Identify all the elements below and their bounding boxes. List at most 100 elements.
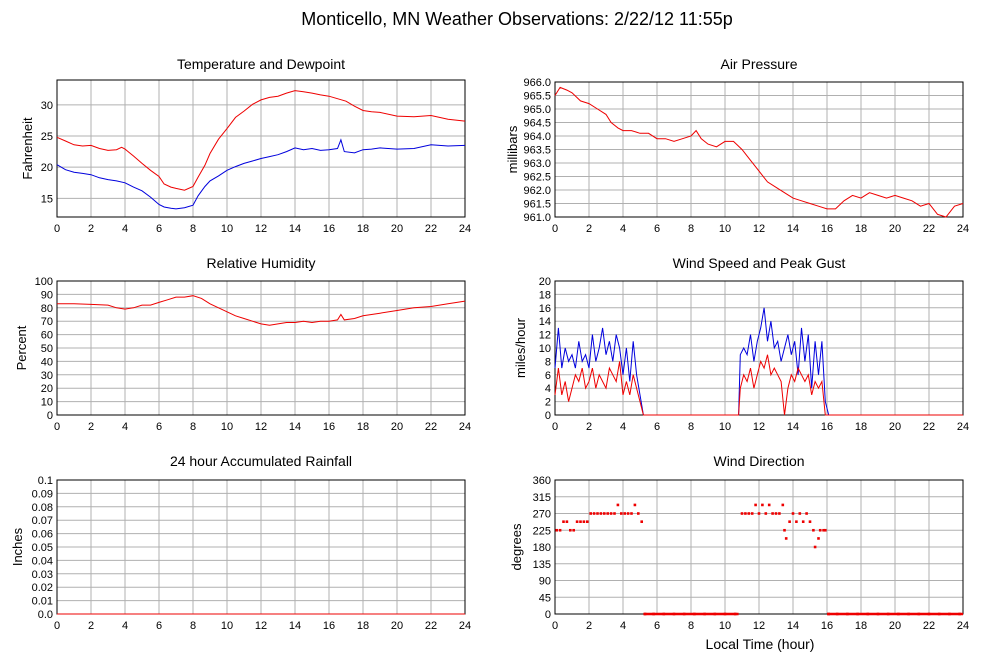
winddir-data-point	[596, 512, 599, 515]
winddir-x-tick-label: 10	[719, 620, 731, 632]
humidity-chart: 0 2 4 6 8 10 12 14 16 18 20 22 240102030405060708090…	[14, 255, 471, 433]
temp-series-line-dewpoint	[56, 138, 466, 210]
winddir-data-point	[795, 520, 798, 523]
winddir-x-tick-label: 16	[821, 620, 833, 632]
rain-y-tick-label: 0.1	[38, 475, 53, 487]
pressure-x-tick-label: 4	[620, 223, 626, 235]
winddir-data-point	[822, 528, 825, 532]
rain-chart-title: 24 hour Accumulated Rainfall	[170, 453, 352, 469]
wind-x-tick-label: 14	[787, 421, 799, 433]
humidity-x-tick-label: 6	[156, 421, 162, 433]
winddir-data-point	[565, 520, 569, 523]
pressure-y-tick-label: 965.5	[523, 91, 551, 103]
temp-y-tick-label: 25	[41, 131, 53, 143]
rain-chart: 0 2 4 6 8 10 12 14 16 18 20 22 240.00.010.020.030.04…	[10, 453, 471, 632]
temp-x-tick-label: 16	[323, 223, 335, 235]
pressure-x-tick-label: 24	[957, 223, 969, 235]
humidity-y-axis-label: Percent	[14, 325, 29, 370]
temp-y-tick-label: 30	[41, 100, 53, 112]
winddir-data-point	[575, 520, 579, 523]
winddir-x-tick-label: 6	[654, 620, 660, 632]
winddir-data-point	[761, 503, 764, 507]
humidity-x-tick-label: 18	[357, 421, 369, 433]
humidity-x-tick-label: 22	[425, 421, 437, 433]
wind-y-tick-label: 20	[539, 276, 551, 288]
wind-y-tick-label: 4	[545, 383, 551, 395]
rain-y-tick-label: 0.07	[32, 515, 53, 527]
humidity-y-tick-label: 70	[41, 316, 53, 328]
rain-x-tick-label: 10	[221, 620, 233, 632]
pressure-plot-frame	[554, 81, 964, 218]
winddir-x-tick-label: 22	[923, 620, 935, 632]
winddir-data-point	[562, 520, 565, 523]
winddir-x-tick-label: 2	[586, 620, 592, 632]
pressure-x-tick-label: 6	[654, 223, 660, 235]
pressure-x-tick-label: 12	[753, 223, 765, 235]
wind-y-tick-label: 0	[545, 410, 551, 422]
humidity-chart-title: Relative Humidity	[207, 255, 316, 271]
winddir-data-point	[784, 537, 788, 540]
pressure-x-tick-label: 16	[821, 223, 833, 235]
pressure-y-tick-label: 961.0	[523, 212, 551, 224]
wind-plot-frame	[554, 280, 964, 416]
humidity-x-tick-label: 14	[289, 421, 301, 433]
pressure-x-tick-label: 2	[586, 223, 592, 235]
wind-x-tick-label: 2	[586, 421, 592, 433]
wind-chart-title: Wind Speed and Peak Gust	[673, 255, 846, 271]
wind-y-tick-label: 16	[539, 303, 551, 315]
wind-x-tick-label: 24	[957, 421, 969, 433]
winddir-data-point	[744, 512, 747, 515]
rain-x-tick-label: 14	[289, 620, 301, 632]
pressure-y-tick-label: 964.0	[523, 131, 551, 143]
humidity-y-tick-label: 60	[41, 330, 53, 342]
winddir-y-tick-label: 0	[545, 609, 551, 621]
winddir-data-point	[778, 512, 781, 515]
winddir-data-point	[586, 520, 589, 523]
winddir-data-point	[579, 520, 582, 523]
temp-x-tick-label: 20	[391, 223, 403, 235]
winddir-data-point	[750, 512, 754, 515]
rain-x-tick-label: 20	[391, 620, 403, 632]
winddir-data-point	[630, 512, 633, 515]
winddir-x-tick-label: 0	[552, 620, 558, 632]
winddir-data-point	[747, 512, 751, 515]
rain-y-tick-label: 0.0	[38, 609, 53, 621]
winddir-data-point	[603, 512, 606, 515]
wind-y-tick-label: 12	[539, 330, 551, 342]
winddir-data-point	[558, 528, 562, 532]
temp-x-tick-label: 8	[190, 223, 196, 235]
temp-y-tick-label: 20	[41, 162, 53, 174]
winddir-data-point	[824, 528, 827, 532]
winddir-data-point	[757, 512, 761, 515]
humidity-series-line-relative-humidity	[57, 295, 466, 326]
rain-x-tick-label: 2	[88, 620, 94, 632]
winddir-data-point	[771, 512, 774, 515]
humidity-x-tick-label: 16	[323, 421, 335, 433]
winddir-data-point	[606, 512, 609, 515]
x-axis-label: Local Time (hour)	[706, 636, 815, 652]
temp-x-tick-label: 18	[357, 223, 369, 235]
wind-x-tick-label: 4	[620, 421, 626, 433]
humidity-y-tick-label: 40	[41, 356, 53, 368]
winddir-data-point	[740, 512, 744, 515]
winddir-x-tick-label: 20	[889, 620, 901, 632]
pressure-y-axis-label: millibars	[505, 125, 520, 173]
temp-x-tick-label: 4	[122, 223, 128, 235]
winddir-data-point	[812, 528, 815, 532]
wind-y-tick-label: 14	[539, 316, 551, 328]
page-title: Monticello, MN Weather Observations: 2/2…	[301, 9, 733, 29]
humidity-x-tick-label: 2	[88, 421, 94, 433]
wind-series-line-wind-speed	[554, 354, 963, 416]
winddir-data-point	[640, 520, 643, 523]
rain-y-tick-label: 0.05	[32, 542, 53, 554]
winddir-data-point	[555, 528, 558, 532]
winddir-data-point	[818, 528, 822, 532]
rain-y-axis-label: Inches	[10, 527, 25, 566]
wind-x-tick-label: 18	[855, 421, 867, 433]
winddir-data-point	[788, 520, 791, 523]
winddir-y-tick-label: 270	[533, 509, 551, 521]
rain-x-tick-label: 8	[190, 620, 196, 632]
wind-x-tick-label: 0	[552, 421, 558, 433]
pressure-chart-title: Air Pressure	[720, 56, 797, 72]
